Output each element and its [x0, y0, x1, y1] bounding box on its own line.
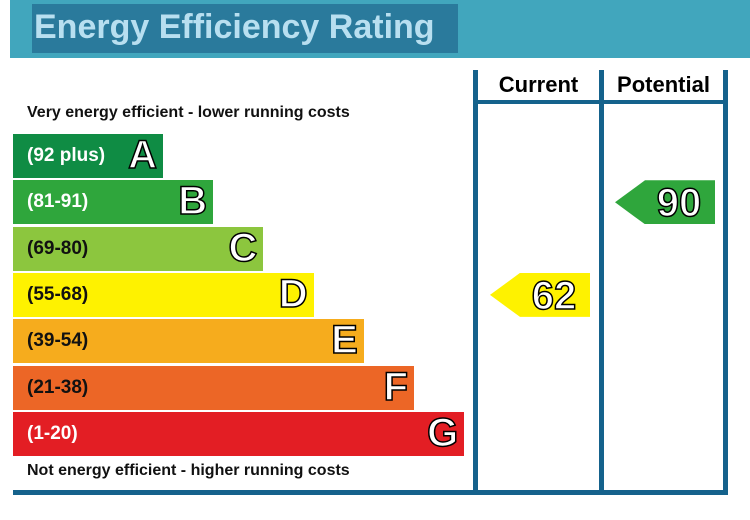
- frame-right-line: [723, 70, 728, 495]
- band-g: (1-20) G: [13, 410, 465, 456]
- band-range-label: (21-38): [27, 376, 89, 398]
- band-letter: B: [178, 179, 208, 225]
- band-b: (81-91) B: [13, 179, 214, 225]
- band-d: (55-68) D: [13, 271, 314, 317]
- current-rating-value: 62: [531, 273, 577, 319]
- band-e: (39-54) E: [13, 317, 364, 364]
- band-c: (69-80) C: [13, 225, 264, 271]
- band-letter: G: [426, 410, 459, 456]
- potential-rating-value: 90: [656, 181, 702, 227]
- chart-title: Energy Efficiency Rating: [34, 8, 435, 46]
- column-header-potential: Potential: [617, 72, 710, 97]
- band-f: (21-38) F: [13, 364, 414, 410]
- band-range-label: (1-20): [27, 422, 78, 444]
- band-letter: C: [228, 225, 258, 271]
- frame-bottom-rule: [13, 490, 728, 495]
- band-letter: D: [278, 271, 308, 317]
- frame-left-line: [473, 70, 478, 495]
- band-range-label: (69-80): [27, 237, 89, 259]
- band-range-label: (55-68): [27, 283, 89, 305]
- band-letter: F: [383, 364, 409, 410]
- frame-mid-line: [599, 70, 604, 495]
- caption-bottom: Not energy efficient - higher running co…: [27, 462, 350, 479]
- title-box: [32, 4, 458, 53]
- band-letter: A: [127, 132, 157, 178]
- band-range-label: (39-54): [27, 330, 89, 352]
- band-letter: E: [330, 317, 358, 363]
- frame-header-rule: [473, 100, 728, 104]
- column-header-current: Current: [498, 72, 579, 97]
- caption-top: Very energy efficient - lower running co…: [27, 104, 350, 121]
- band-range-label: (92 plus): [27, 145, 106, 166]
- band-range-label: (81-91): [27, 191, 89, 213]
- band-a: (92 plus) A: [13, 132, 163, 178]
